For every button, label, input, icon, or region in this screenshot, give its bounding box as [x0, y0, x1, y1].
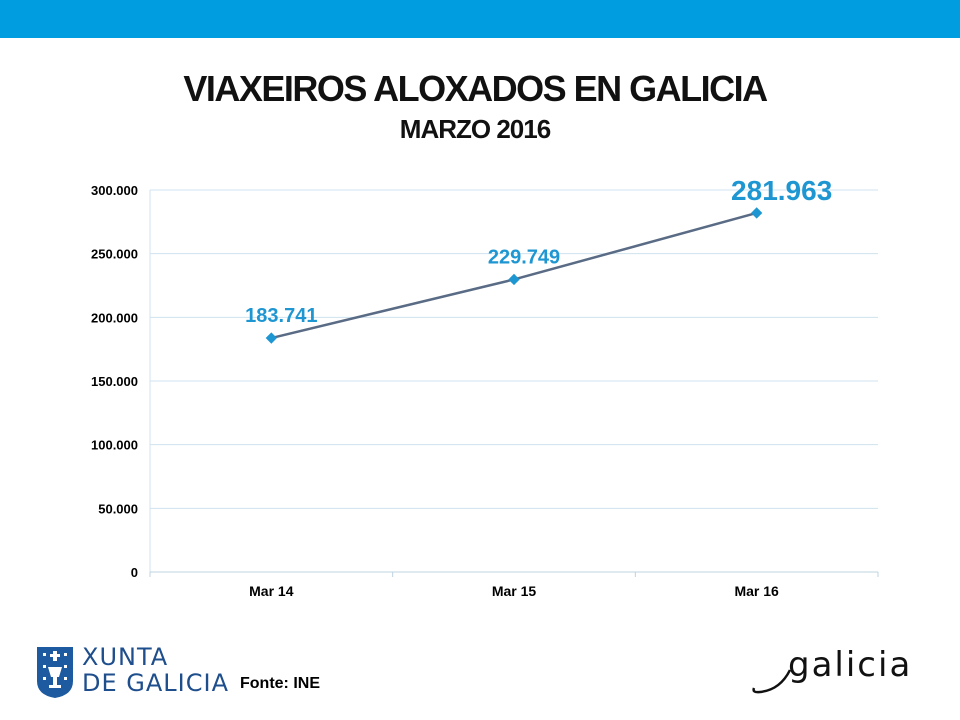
- data-point: [751, 207, 763, 219]
- y-tick-label: 300.000: [91, 183, 138, 198]
- data-label: 183.741: [245, 305, 317, 327]
- x-tick-label: Mar 15: [492, 583, 537, 599]
- xunta-emblem-icon: [37, 647, 73, 698]
- y-tick-label: 200.000: [91, 310, 138, 325]
- y-tick-label: 150.000: [91, 374, 138, 389]
- header-bar: [0, 0, 960, 38]
- y-tick-label: 0: [131, 565, 138, 580]
- y-tick-label: 50.000: [98, 501, 138, 516]
- xunta-line-1: XUNTA: [82, 643, 169, 671]
- x-tick-label: Mar 14: [249, 583, 294, 599]
- galicia-logo: galicia: [752, 645, 912, 694]
- chart-subtitle: MARZO 2016: [399, 114, 551, 144]
- data-label: 281.963: [731, 175, 832, 206]
- xunta-line-2: DE GALICIA: [82, 669, 229, 697]
- y-tick-label: 100.000: [91, 438, 138, 453]
- chart-title: VIAXEIROS ALOXADOS EN GALICIA: [183, 68, 768, 109]
- galicia-logo-text: galicia: [788, 645, 912, 685]
- y-tick-label: 250.000: [91, 247, 138, 262]
- line-chart: 0 50.000 100.000 150.000 200.000 250.000 300.0…: [91, 175, 879, 599]
- data-point: [508, 273, 520, 286]
- xunta-wordmark: XUNTA DE GALICIA: [82, 644, 229, 696]
- source-note: Fonte: INE: [240, 675, 320, 692]
- x-tick-label: Mar 16: [734, 583, 779, 599]
- data-label: 229.749: [488, 246, 560, 268]
- data-point: [265, 332, 277, 344]
